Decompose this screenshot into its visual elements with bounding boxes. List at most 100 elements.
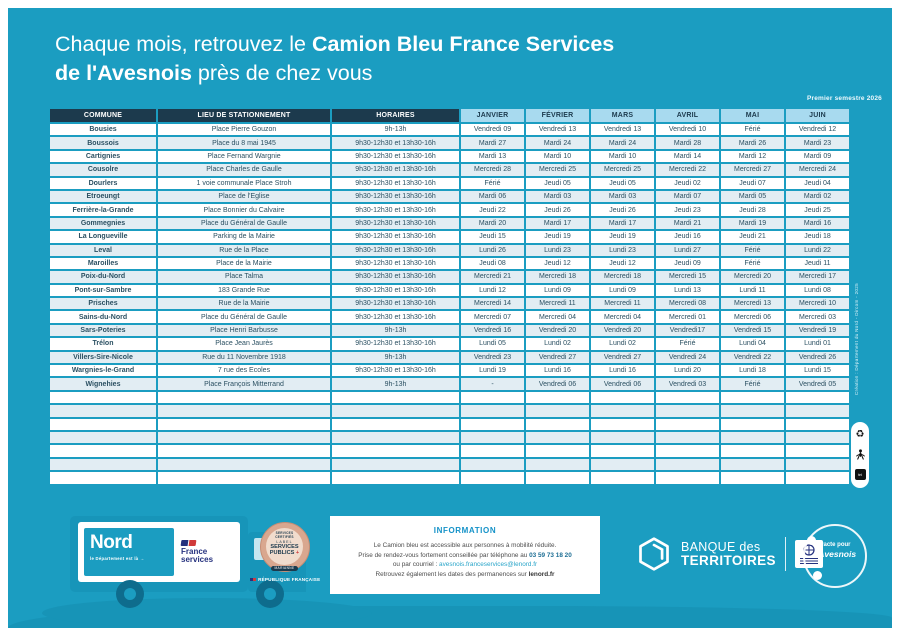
empty-cell xyxy=(50,405,156,417)
empty-cell xyxy=(332,431,459,444)
empty-cell xyxy=(786,405,849,417)
empty-cell xyxy=(526,445,589,457)
empty-row xyxy=(50,472,849,484)
date-cell: Vendredi 19 xyxy=(786,324,849,337)
information-box: INFORMATION Le Camion bleu est accessibl… xyxy=(330,516,600,594)
commune-cell: Dourlers xyxy=(50,177,156,189)
date-cell: - xyxy=(461,378,524,390)
date-cell: Mardi 05 xyxy=(721,190,784,203)
empty-cell xyxy=(656,405,719,417)
table-row: Dourlers 1 voie communale Place Stroh 9h30… xyxy=(50,177,849,189)
empty-cell xyxy=(158,405,330,417)
commune-cell: Etroeungt xyxy=(50,190,156,203)
commune-cell: Cartignies xyxy=(50,150,156,163)
date-cell: Mercredi 13 xyxy=(721,298,784,310)
lieu-cell: Place du Général de Gaulle xyxy=(158,311,330,323)
date-cell: Mardi 16 xyxy=(786,217,849,230)
date-cell: Mercredi 20 xyxy=(721,271,784,283)
date-cell: Lundi 12 xyxy=(461,284,524,297)
empty-cell xyxy=(158,418,330,430)
table-row: Trélon Place Jean Jaurès 9h30-12h30 et 13h… xyxy=(50,338,849,350)
banque-line2: TERRITOIRES xyxy=(681,552,776,568)
lieu-cell: Rue de la Place xyxy=(158,244,330,256)
date-cell: Férié xyxy=(721,257,784,270)
title-normal-1: Chaque mois, retrouvez le xyxy=(55,32,312,56)
date-cell: Vendredi 12 xyxy=(786,124,849,136)
table-row: Villers-Sire-Nicole Rue du 11 Novembre 19… xyxy=(50,351,849,364)
date-cell: Vendredi 06 xyxy=(591,378,654,390)
triman-icon xyxy=(855,449,865,460)
lieu-cell: 183 Grande Rue xyxy=(158,284,330,297)
date-cell: Jeudi 19 xyxy=(526,231,589,243)
date-cell: Jeudi 11 xyxy=(786,257,849,270)
date-cell: Mercredi 21 xyxy=(461,271,524,283)
pacte-dot-icon xyxy=(807,536,816,545)
empty-cell xyxy=(786,472,849,484)
email-link[interactable]: avesnois.franceservices@lenord.fr xyxy=(439,561,538,569)
date-cell: Mardi 28 xyxy=(656,137,719,149)
horaires-cell: 9h30-12h30 et 13h30-16h xyxy=(332,338,459,350)
date-cell: Jeudi 21 xyxy=(721,231,784,243)
table-row: Wargnies-le-Grand 7 rue des Ecoles 9h30-12… xyxy=(50,365,849,377)
date-cell: Vendredi 27 xyxy=(526,351,589,364)
date-cell: Jeudi 05 xyxy=(591,177,654,189)
horaires-cell: 9h30-12h30 et 13h30-16h xyxy=(332,271,459,283)
empty-row xyxy=(50,445,849,457)
date-cell: Jeudi 05 xyxy=(526,177,589,189)
date-cell: Mardi 17 xyxy=(526,217,589,230)
empty-row xyxy=(50,391,849,404)
date-cell: Vendredi17 xyxy=(656,324,719,337)
services-publics-label-medal: SERVICES CERTIFIÉS LABEL SERVICES PUBLIC… xyxy=(260,522,310,572)
lieu-cell: Place de la Mairie xyxy=(158,257,330,270)
horaires-cell: 9h30-12h30 et 13h30-16h xyxy=(332,204,459,216)
date-cell: Vendredi 15 xyxy=(721,324,784,337)
nord-tagline: le Département est là → xyxy=(90,556,145,561)
empty-cell xyxy=(50,458,156,471)
date-cell: Mardi 12 xyxy=(721,150,784,163)
lieu-cell: Place Charles de Gaulle xyxy=(158,164,330,176)
date-cell: Mardi 14 xyxy=(656,150,719,163)
month-header: MARS xyxy=(591,109,654,122)
date-cell: Mercredi 18 xyxy=(526,271,589,283)
france-services-line2: services xyxy=(181,555,214,564)
empty-cell xyxy=(656,391,719,404)
empty-cell xyxy=(158,472,330,484)
empty-row xyxy=(50,431,849,444)
date-cell: Férié xyxy=(721,378,784,390)
horaires-cell: 9h30-12h30 et 13h30-16h xyxy=(332,164,459,176)
empty-cell xyxy=(50,472,156,484)
truck-wheel-front xyxy=(256,580,284,608)
empty-cell xyxy=(461,445,524,457)
date-cell: Mercredi 08 xyxy=(656,298,719,310)
lieu-cell: Place Jean Jaurès xyxy=(158,338,330,350)
semester-label: Premier semestre 2026 xyxy=(806,95,882,102)
website-link[interactable]: lenord.fr xyxy=(528,570,555,578)
hexagon-icon xyxy=(639,537,669,571)
horaires-cell: 9h30-12h30 et 13h30-16h xyxy=(332,217,459,230)
empty-cell xyxy=(786,431,849,444)
commune-cell: Boussois xyxy=(50,137,156,149)
empty-cell xyxy=(50,431,156,444)
date-cell: Vendredi 05 xyxy=(786,378,849,390)
date-cell: Lundi 05 xyxy=(461,338,524,350)
month-header: MAI xyxy=(721,109,784,122)
date-cell: Mardi 03 xyxy=(526,190,589,203)
empty-cell xyxy=(526,391,589,404)
empty-cell xyxy=(50,445,156,457)
commune-cell: Poix-du-Nord xyxy=(50,271,156,283)
date-cell: Mercredi 15 xyxy=(656,271,719,283)
date-cell: Mercredi 01 xyxy=(656,311,719,323)
date-cell: Vendredi 20 xyxy=(526,324,589,337)
title-bold-2: de l'Avesnois xyxy=(55,61,192,85)
empty-cell xyxy=(656,458,719,471)
empty-cell xyxy=(786,418,849,430)
information-title: INFORMATION xyxy=(433,526,497,535)
horaires-cell: 9h30-12h30 et 13h30-16h xyxy=(332,365,459,377)
date-cell: Mardi 27 xyxy=(461,137,524,149)
empty-cell xyxy=(591,458,654,471)
date-cell: Mercredi 14 xyxy=(461,298,524,310)
lieu-cell: Place Talma xyxy=(158,271,330,283)
date-cell: Mercredi 11 xyxy=(591,298,654,310)
empty-cell xyxy=(591,472,654,484)
table-row: Maroilles Place de la Mairie 9h30-12h30 et… xyxy=(50,257,849,270)
